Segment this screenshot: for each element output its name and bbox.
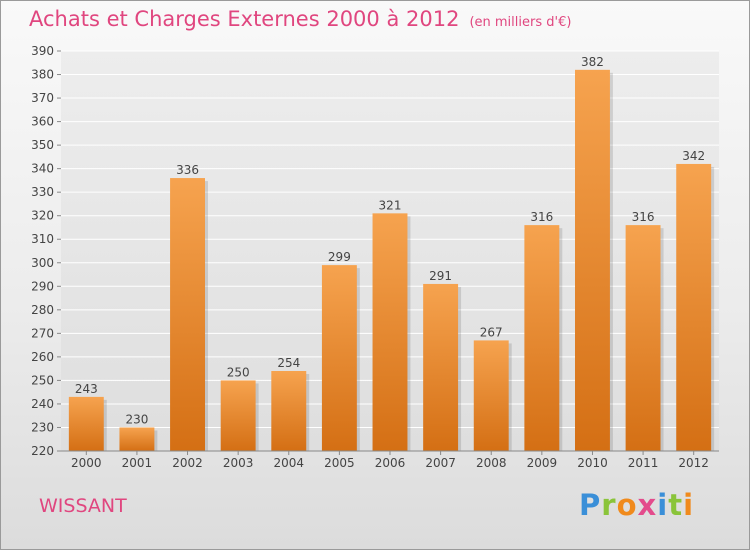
logo-letter: x bbox=[637, 488, 658, 522]
x-tick-label: 2010 bbox=[577, 456, 608, 470]
x-tick-label: 2001 bbox=[122, 456, 153, 470]
proxiti-logo: Proxiti bbox=[579, 488, 694, 522]
x-tick-label: 2011 bbox=[628, 456, 659, 470]
x-tick-label: 2005 bbox=[324, 456, 355, 470]
y-tick-label: 330 bbox=[31, 185, 54, 199]
x-axis: 2000 2001 2002 2003 2004 2005 2006 2007 2008 2009… bbox=[71, 451, 709, 470]
logo-letter: P bbox=[579, 488, 602, 522]
x-tick-label: 2008 bbox=[476, 456, 507, 470]
logo-letter: i bbox=[683, 488, 695, 522]
bar bbox=[68, 396, 104, 451]
chart-unit-label: (en milliers d'€) bbox=[469, 15, 572, 30]
bar-value-label: 254 bbox=[277, 356, 300, 370]
bar-value-label: 243 bbox=[75, 382, 98, 396]
chart-title: Achats et Charges Externes 2000 à 2012 (e… bbox=[29, 7, 571, 31]
bar-value-label: 336 bbox=[176, 163, 199, 177]
bar bbox=[625, 225, 661, 451]
y-tick-label: 250 bbox=[31, 373, 54, 387]
bar bbox=[271, 371, 307, 451]
x-tick-label: 2004 bbox=[273, 456, 304, 470]
bar bbox=[473, 340, 509, 451]
bar-value-label: 321 bbox=[379, 198, 402, 212]
bar bbox=[119, 427, 155, 451]
bar bbox=[676, 163, 712, 452]
bar bbox=[321, 265, 357, 451]
bar bbox=[423, 283, 459, 451]
y-tick-label: 260 bbox=[31, 350, 54, 364]
logo-letter: o bbox=[616, 488, 638, 522]
x-tick-label: 2012 bbox=[678, 456, 709, 470]
logo-letter: t bbox=[668, 488, 684, 522]
bar-value-label: 342 bbox=[682, 149, 705, 163]
x-tick-label: 2003 bbox=[223, 456, 254, 470]
location-name: WISSANT bbox=[39, 495, 127, 517]
bar-value-label: 267 bbox=[480, 325, 503, 339]
y-tick-label: 220 bbox=[31, 444, 54, 458]
bar-value-label: 382 bbox=[581, 55, 604, 69]
chart-title-text: Achats et Charges Externes 2000 à 2012 bbox=[29, 7, 460, 31]
y-tick-label: 390 bbox=[31, 44, 54, 58]
bar-value-label: 316 bbox=[632, 210, 655, 224]
y-tick-label: 310 bbox=[31, 232, 54, 246]
bar-value-label: 230 bbox=[125, 412, 148, 426]
y-tick-label: 290 bbox=[31, 279, 54, 293]
bar-value-label: 299 bbox=[328, 250, 351, 264]
y-tick-label: 280 bbox=[31, 303, 54, 317]
x-tick-label: 2002 bbox=[172, 456, 203, 470]
y-tick-label: 300 bbox=[31, 256, 54, 270]
y-tick-label: 320 bbox=[31, 209, 54, 223]
x-tick-label: 2006 bbox=[375, 456, 406, 470]
bar-value-label: 316 bbox=[530, 210, 553, 224]
y-tick-label: 230 bbox=[31, 420, 54, 434]
bar-value-label: 291 bbox=[429, 269, 452, 283]
logo-letter: r bbox=[601, 488, 617, 522]
bars: 243 230 336 250 254 299 321 291 267 316 382 316 342 bbox=[68, 55, 715, 452]
x-tick-label: 2007 bbox=[425, 456, 456, 470]
logo-letter: i bbox=[657, 488, 669, 522]
x-tick-label: 2000 bbox=[71, 456, 102, 470]
bar bbox=[170, 178, 206, 451]
y-tick-label: 340 bbox=[31, 162, 54, 176]
bar bbox=[574, 69, 610, 451]
y-tick-label: 350 bbox=[31, 138, 54, 152]
y-tick-label: 370 bbox=[31, 91, 54, 105]
bar bbox=[524, 225, 560, 451]
bar bbox=[220, 380, 256, 451]
y-axis: 220 230 240 250 260 270 280 290 300 310 320 330 340 3… bbox=[31, 44, 61, 458]
y-tick-label: 240 bbox=[31, 397, 54, 411]
y-tick-label: 360 bbox=[31, 115, 54, 129]
bar bbox=[372, 213, 408, 451]
bar-value-label: 250 bbox=[227, 365, 250, 379]
y-tick-label: 270 bbox=[31, 326, 54, 340]
x-tick-label: 2009 bbox=[527, 456, 558, 470]
y-tick-label: 380 bbox=[31, 68, 54, 82]
